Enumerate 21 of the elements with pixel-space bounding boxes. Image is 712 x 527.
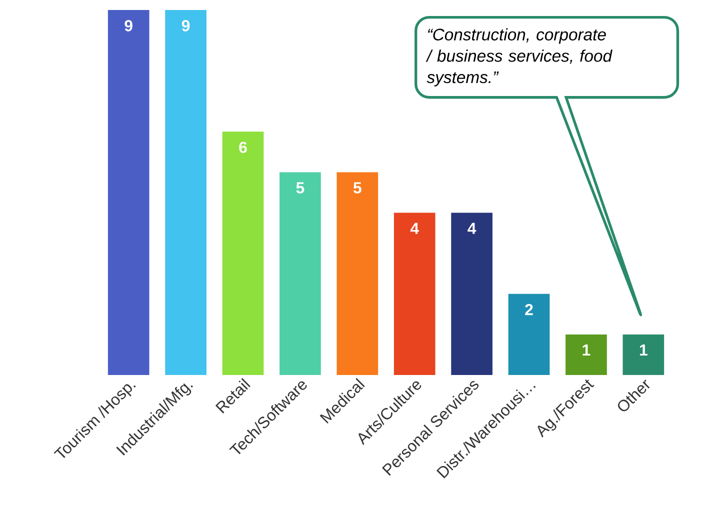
annotation: “Construction, corporate / business services, food systems.” <box>426 28 612 86</box>
data-label: 5 <box>353 182 362 194</box>
bar <box>451 212 492 375</box>
bar <box>622 334 664 375</box>
data-label: 9 <box>182 20 190 32</box>
bar <box>222 132 264 375</box>
bar <box>108 10 150 375</box>
data-label: 2 <box>525 304 533 316</box>
data-label: 4 <box>410 222 419 234</box>
bar <box>280 172 321 375</box>
data-label: 6 <box>239 142 247 154</box>
data-label: 1 <box>640 344 648 356</box>
bar <box>394 212 436 375</box>
data-label: 1 <box>582 344 590 356</box>
data-label: 5 <box>296 182 304 194</box>
bar <box>508 294 550 375</box>
bar <box>165 10 206 375</box>
data-label: 9 <box>124 20 132 32</box>
bar <box>566 334 607 375</box>
bar <box>336 172 378 375</box>
data-label: 4 <box>468 222 476 234</box>
